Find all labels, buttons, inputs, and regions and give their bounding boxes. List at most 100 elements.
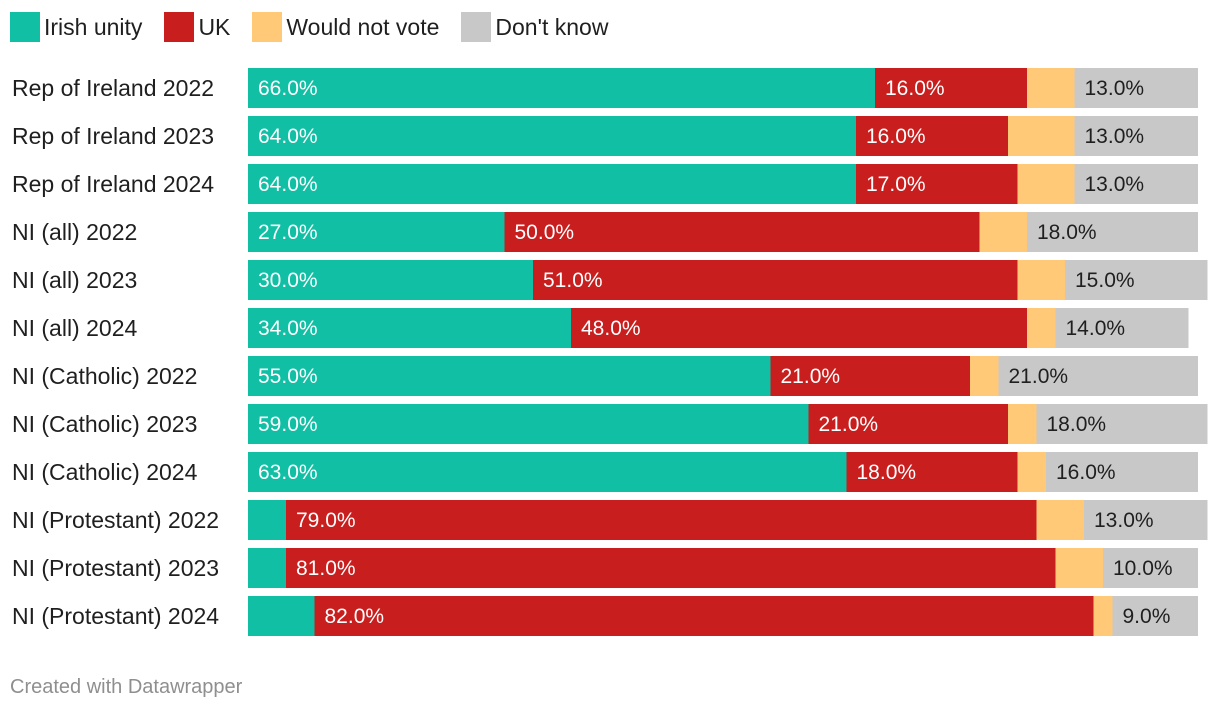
bar-segment-don-t-know-ni-all-2023 (1065, 260, 1208, 300)
bar-segment-uk-ni-all-2024 (571, 308, 1027, 348)
bar-segment-irish-unity-ni-protestant-2022 (248, 500, 286, 540)
data-label-irish-unity-rep-of-ireland-2023: 64.0% (258, 125, 318, 148)
data-label-uk-ni-protestant-2023: 81.0% (296, 557, 356, 580)
data-label-uk-ni-all-2022: 50.0% (515, 221, 575, 244)
bar-segment-uk-ni-protestant-2024 (314, 596, 1094, 636)
data-label-don-t-know-rep-of-ireland-2024: 13.0% (1085, 173, 1145, 196)
legend-swatch-dont-know (461, 12, 492, 42)
data-label-irish-unity-rep-of-ireland-2022: 66.0% (258, 77, 318, 100)
data-label-don-t-know-ni-all-2024: 14.0% (1066, 317, 1126, 340)
bar-segment-would-not-vote-ni-protestant-2024 (1093, 596, 1113, 636)
legend-item-dont-know: Don't know (461, 12, 608, 42)
legend-swatch-would-not-vote (252, 12, 283, 42)
data-label-don-t-know-ni-all-2023: 15.0% (1075, 269, 1135, 292)
legend-item-uk: UK (164, 12, 230, 42)
bar-segment-don-t-know-rep-of-ireland-2024 (1074, 164, 1198, 204)
data-label-irish-unity-rep-of-ireland-2024: 64.0% (258, 173, 318, 196)
row-label-ni-protestant-2024: NI (Protestant) 2024 (12, 603, 219, 629)
chart-credit: Created with Datawrapper (10, 676, 243, 698)
data-label-irish-unity-ni-all-2024: 34.0% (258, 317, 318, 340)
row-label-ni-catholic-2022: NI (Catholic) 2022 (12, 363, 197, 389)
legend-label-uk: UK (198, 13, 231, 40)
bar-segment-irish-unity-ni-catholic-2023 (248, 404, 809, 444)
bar-segment-don-t-know-ni-catholic-2023 (1036, 404, 1208, 444)
bar-segment-irish-unity-ni-protestant-2023 (248, 548, 286, 588)
data-label-irish-unity-ni-all-2023: 30.0% (258, 269, 318, 292)
bar-segment-irish-unity-ni-all-2024 (248, 308, 571, 348)
data-label-don-t-know-ni-catholic-2024: 16.0% (1056, 461, 1116, 484)
bar-segment-don-t-know-ni-catholic-2022 (998, 356, 1198, 396)
row-label-ni-protestant-2022: NI (Protestant) 2022 (12, 507, 219, 533)
data-label-don-t-know-ni-catholic-2022: 21.0% (1009, 365, 1069, 388)
row-label-rep-of-ireland-2022: Rep of Ireland 2022 (12, 75, 214, 101)
legend-label-would-not-vote: Would not vote (286, 13, 440, 40)
legend-label-irish-unity: Irish unity (44, 13, 143, 40)
bar-segment-don-t-know-rep-of-ireland-2023 (1074, 116, 1198, 156)
bar-segment-irish-unity-rep-of-ireland-2024 (248, 164, 856, 204)
bar-segment-would-not-vote-ni-catholic-2023 (1008, 404, 1037, 444)
bar-segment-would-not-vote-ni-catholic-2024 (1017, 452, 1046, 492)
bar-segment-would-not-vote-ni-all-2024 (1027, 308, 1056, 348)
bar-segment-irish-unity-ni-protestant-2024 (248, 596, 315, 636)
data-label-uk-ni-protestant-2022: 79.0% (296, 509, 356, 532)
bar-segment-would-not-vote-rep-of-ireland-2024 (1017, 164, 1075, 204)
bar-segment-don-t-know-ni-all-2022 (1027, 212, 1198, 252)
data-label-don-t-know-ni-all-2022: 18.0% (1037, 221, 1097, 244)
bar-segment-uk-ni-catholic-2024 (846, 452, 1018, 492)
bar-segment-don-t-know-ni-catholic-2024 (1046, 452, 1198, 492)
data-label-irish-unity-ni-all-2022: 27.0% (258, 221, 318, 244)
bar-segment-would-not-vote-ni-catholic-2022 (970, 356, 999, 396)
row-label-ni-all-2022: NI (all) 2022 (12, 219, 137, 245)
bar-segment-would-not-vote-ni-all-2022 (979, 212, 1027, 252)
bar-segment-irish-unity-ni-catholic-2024 (248, 452, 847, 492)
row-label-ni-catholic-2023: NI (Catholic) 2023 (12, 411, 197, 437)
data-label-don-t-know-ni-protestant-2024: 9.0% (1123, 605, 1171, 628)
bar-segment-uk-ni-all-2022 (504, 212, 980, 252)
row-label-ni-protestant-2023: NI (Protestant) 2023 (12, 555, 219, 581)
bar-segment-uk-rep-of-ireland-2023 (856, 116, 1008, 156)
bar-segment-irish-unity-ni-all-2022 (248, 212, 505, 252)
bar-segment-would-not-vote-ni-protestant-2022 (1036, 500, 1084, 540)
data-label-don-t-know-rep-of-ireland-2022: 13.0% (1085, 77, 1145, 100)
data-label-uk-ni-catholic-2024: 18.0% (857, 461, 917, 484)
bar-segment-would-not-vote-rep-of-ireland-2023 (1008, 116, 1075, 156)
bar-segment-uk-ni-protestant-2023 (286, 548, 1056, 588)
data-label-don-t-know-ni-catholic-2023: 18.0% (1047, 413, 1107, 436)
row-label-rep-of-ireland-2023: Rep of Ireland 2023 (12, 123, 214, 149)
data-label-uk-rep-of-ireland-2023: 16.0% (866, 125, 926, 148)
data-label-irish-unity-ni-catholic-2023: 59.0% (258, 413, 318, 436)
bar-segment-irish-unity-rep-of-ireland-2022 (248, 68, 875, 108)
legend-label-dont-know: Don't know (495, 13, 609, 40)
bar-segment-uk-ni-protestant-2022 (286, 500, 1037, 540)
bar-segment-would-not-vote-rep-of-ireland-2022 (1027, 68, 1075, 108)
bar-segment-would-not-vote-ni-protestant-2023 (1055, 548, 1103, 588)
row-label-ni-all-2023: NI (all) 2023 (12, 267, 137, 293)
bar-segment-uk-ni-catholic-2023 (808, 404, 1008, 444)
data-label-uk-ni-catholic-2022: 21.0% (781, 365, 841, 388)
row-label-ni-catholic-2024: NI (Catholic) 2024 (12, 459, 198, 485)
bar-segment-uk-ni-all-2023 (533, 260, 1018, 300)
bar-segment-uk-rep-of-ireland-2024 (856, 164, 1018, 204)
row-label-ni-all-2024: NI (all) 2024 (12, 315, 137, 341)
bar-segment-don-t-know-ni-protestant-2023 (1103, 548, 1198, 588)
bar-segment-don-t-know-ni-protestant-2024 (1112, 596, 1198, 636)
legend-item-would-not-vote: Would not vote (252, 12, 439, 42)
data-label-uk-ni-protestant-2024: 82.0% (325, 605, 385, 628)
data-label-uk-rep-of-ireland-2022: 16.0% (885, 77, 945, 100)
bar-segment-don-t-know-rep-of-ireland-2022 (1074, 68, 1198, 108)
bar-segment-don-t-know-ni-all-2024 (1055, 308, 1189, 348)
chart-legend: Irish unity UK Would not vote Don't know (10, 12, 630, 42)
data-label-don-t-know-ni-protestant-2023: 10.0% (1113, 557, 1173, 580)
data-label-uk-ni-all-2023: 51.0% (543, 269, 603, 292)
bar-segment-uk-rep-of-ireland-2022 (875, 68, 1027, 108)
bar-segment-uk-ni-catholic-2022 (770, 356, 970, 396)
bar-segment-don-t-know-ni-protestant-2022 (1084, 500, 1208, 540)
row-label-rep-of-ireland-2024: Rep of Ireland 2024 (12, 171, 214, 197)
data-label-don-t-know-rep-of-ireland-2023: 13.0% (1085, 125, 1145, 148)
data-label-uk-rep-of-ireland-2024: 17.0% (866, 173, 926, 196)
bar-segment-irish-unity-ni-catholic-2022 (248, 356, 771, 396)
bar-segment-irish-unity-ni-all-2023 (248, 260, 533, 300)
legend-swatch-irish-unity (10, 12, 40, 42)
data-label-irish-unity-ni-catholic-2022: 55.0% (258, 365, 318, 388)
